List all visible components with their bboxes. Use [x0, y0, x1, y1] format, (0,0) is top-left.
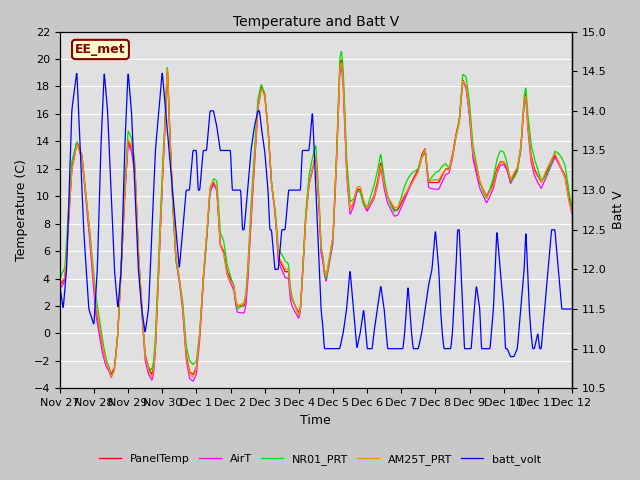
batt_volt: [554, 255, 561, 261]
AirT: [554, 158, 561, 164]
AirT: [305, 182, 313, 188]
AirT: [82, 196, 90, 202]
batt_volt: [554, 259, 561, 264]
batt_volt: [568, 306, 576, 312]
Y-axis label: Temperature (C): Temperature (C): [15, 159, 28, 261]
AirT: [292, 310, 300, 316]
Line: batt_volt: batt_volt: [60, 73, 572, 357]
Line: AirT: AirT: [60, 67, 572, 381]
AirT: [337, 64, 345, 70]
NR01_PRT: [554, 150, 561, 156]
AM25T_PRT: [292, 304, 300, 310]
Title: Temperature and Batt V: Temperature and Batt V: [233, 15, 399, 29]
Text: EE_met: EE_met: [75, 43, 126, 56]
NR01_PRT: [56, 276, 63, 282]
AM25T_PRT: [56, 280, 63, 286]
AM25T_PRT: [460, 79, 467, 84]
PanelTemp: [292, 303, 300, 309]
AM25T_PRT: [337, 60, 345, 66]
AirT: [460, 80, 467, 85]
NR01_PRT: [554, 150, 561, 156]
AM25T_PRT: [82, 192, 90, 197]
NR01_PRT: [337, 48, 345, 54]
AirT: [189, 378, 196, 384]
PanelTemp: [460, 78, 467, 84]
AirT: [554, 159, 561, 165]
batt_volt: [56, 283, 63, 289]
batt_volt: [82, 262, 90, 267]
Line: NR01_PRT: NR01_PRT: [60, 51, 572, 376]
NR01_PRT: [108, 373, 115, 379]
NR01_PRT: [460, 72, 467, 78]
PanelTemp: [82, 192, 90, 197]
AirT: [568, 211, 576, 216]
batt_volt: [159, 71, 166, 76]
AM25T_PRT: [305, 181, 313, 187]
PanelTemp: [554, 157, 561, 163]
AM25T_PRT: [148, 374, 156, 380]
PanelTemp: [56, 282, 63, 288]
batt_volt: [460, 321, 467, 326]
batt_volt: [507, 354, 515, 360]
AirT: [56, 287, 63, 292]
NR01_PRT: [568, 204, 576, 210]
NR01_PRT: [305, 172, 313, 178]
AM25T_PRT: [554, 157, 561, 163]
Y-axis label: Batt V: Batt V: [612, 191, 625, 229]
NR01_PRT: [82, 192, 90, 198]
PanelTemp: [568, 207, 576, 213]
PanelTemp: [554, 157, 561, 163]
PanelTemp: [189, 372, 196, 377]
batt_volt: [305, 146, 313, 152]
PanelTemp: [305, 180, 313, 186]
X-axis label: Time: Time: [301, 414, 332, 427]
AM25T_PRT: [568, 209, 576, 215]
Legend: PanelTemp, AirT, NR01_PRT, AM25T_PRT, batt_volt: PanelTemp, AirT, NR01_PRT, AM25T_PRT, ba…: [94, 450, 546, 469]
Line: AM25T_PRT: AM25T_PRT: [60, 63, 572, 377]
NR01_PRT: [292, 304, 300, 310]
PanelTemp: [337, 57, 345, 63]
Line: PanelTemp: PanelTemp: [60, 60, 572, 374]
batt_volt: [292, 187, 300, 193]
AM25T_PRT: [554, 156, 561, 162]
